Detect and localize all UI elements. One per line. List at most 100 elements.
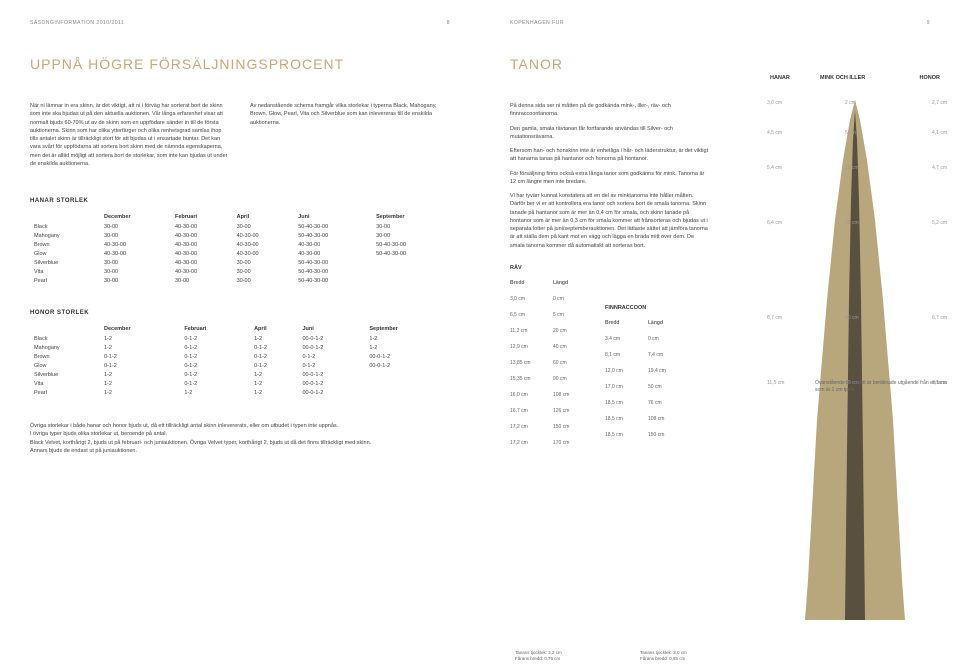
table-cell: 30-00 — [171, 276, 233, 285]
measure-row: 18,5 cm150 cm — [605, 427, 685, 443]
table-row: Vita30-0040-30-0030-0050-40-30-00 — [30, 267, 450, 276]
measure-row: 17,0 cm50 cm — [605, 379, 685, 395]
table-row: Mahogany1-20-1-20-1-200-0-1-21-2 — [30, 343, 450, 352]
table-cell: 0-1-2 — [180, 379, 250, 388]
measure-row: 18,5 cm108 cm — [605, 411, 685, 427]
table-cell: 1-2 — [100, 370, 180, 379]
table-cell: Black — [30, 334, 100, 343]
measure-row: 17,2 cm170 cm — [510, 435, 590, 451]
table-cell: Pearl — [30, 276, 100, 285]
table-header — [30, 324, 100, 334]
table-cell: 0-1-2 — [180, 370, 250, 379]
table-cell: 40-30-00 — [100, 240, 171, 249]
mink-diagram: HANAR MINK OCH ILLER HONOR 3,0 cm2 cm2,7… — [775, 90, 935, 640]
mink-label-left: 6,4 cm — [767, 220, 782, 226]
table-cell: 1-2 — [100, 343, 180, 352]
table-cell: 1-2 — [365, 343, 450, 352]
table-cell: 40-30-00 — [294, 249, 372, 258]
table-header: December — [100, 324, 180, 334]
table-cell: 0-1-2 — [180, 334, 250, 343]
mink-label-left: 11,5 cm — [767, 380, 784, 386]
table-row: Brown0-1-20-1-20-1-20-1-200-0-1-2 — [30, 352, 450, 361]
table-cell: 0-1-2 — [180, 361, 250, 370]
table-cell: 0-1-2 — [180, 352, 250, 361]
table-cell: 50-40-30-00 — [294, 276, 372, 285]
finn-column: FINNRACCOON Bredd Längd 3,4 cm0 cm8,1 cm… — [605, 305, 685, 451]
table-cell: 50-40-30-00 — [294, 222, 372, 231]
table-cell: 00-0-1-2 — [298, 334, 365, 343]
page-number-left: 8 — [447, 20, 450, 26]
table-cell: 00-0-1-2 — [365, 361, 450, 370]
rav-column: RÄV Bredd Längd 3,0 cm0 cm6,5 cm5 cm11,2… — [510, 265, 590, 451]
table-header: September — [372, 212, 450, 222]
table-cell: 50-40-30-00 — [294, 267, 372, 276]
table-cell: 30-00 — [372, 222, 450, 231]
measure-row: 17,2 cm150 cm — [510, 419, 590, 435]
table-row: Mahogany30-0040-30-0040-30-0050-40-30-00… — [30, 231, 450, 240]
table-cell: 40-30-00 — [171, 258, 233, 267]
measure-row: 16,0 cm108 cm — [510, 387, 590, 403]
rav-col-langd: Längd — [553, 280, 568, 286]
brand: KOPENHAGEN FUR — [510, 20, 564, 26]
table-cell — [365, 379, 450, 388]
measure-row: 6,5 cm5 cm — [510, 307, 590, 323]
intro-col-1: När ni lämnar in era skinn, är det vikti… — [30, 102, 230, 168]
table-cell — [365, 370, 450, 379]
table-row: Black1-20-1-21-200-0-1-21-2 — [30, 334, 450, 343]
measure-row: 13,85 cm60 cm — [510, 355, 590, 371]
table-row: Pearl30-0030-0030-0050-40-30-00 — [30, 276, 450, 285]
finn-title: FINNRACCOON — [605, 305, 685, 311]
table-cell: 1-2 — [250, 370, 298, 379]
finn-col-langd: Längd — [648, 320, 663, 326]
mink-label-right: 6,7 cm — [932, 315, 947, 321]
measure-row: 3,0 cm0 cm — [510, 291, 590, 307]
mink-label-center: 20 cm — [845, 220, 859, 226]
table-row: Silverblue1-20-1-21-200-0-1-2 — [30, 370, 450, 379]
intro-p3: Eftersom han- och honskinn inte är enhet… — [510, 147, 710, 164]
table-cell: Glow — [30, 361, 100, 370]
table-header: April — [250, 324, 298, 334]
tana-caption-1: Tanans tjocklek: 2,2 cm Fårans bredd: 0,… — [515, 650, 562, 662]
page-number-right: 9 — [927, 20, 930, 26]
mink-label-right: 5,2 cm — [932, 220, 947, 226]
table-cell: Vita — [30, 379, 100, 388]
mink-label-left: 4,5 cm — [767, 130, 782, 136]
mink-label-right: 2,7 cm — [932, 100, 947, 106]
table-cell: Mahogany — [30, 231, 100, 240]
footnotes: Övriga storlekar i både hanar och honor … — [30, 422, 450, 455]
table-cell: 1-2 — [250, 379, 298, 388]
table-cell: 30-00 — [233, 276, 295, 285]
table-cell: Silverblue — [30, 258, 100, 267]
honor-label: HONOR STORLEK — [30, 310, 450, 316]
footnote-2: I övriga typer bjuds olika storlekar ut,… — [30, 430, 450, 438]
table-header: April — [233, 212, 295, 222]
footnote-1: Övriga storlekar i både hanar och honor … — [30, 422, 450, 430]
table-cell: 50-40-30-00 — [372, 249, 450, 258]
table-cell: Black — [30, 222, 100, 231]
table-cell — [372, 267, 450, 276]
hanar-table: DecemberFebruariAprilJuniSeptember Black… — [30, 212, 450, 285]
mink-label-center: 5 cm — [845, 130, 856, 136]
table-cell: Brown — [30, 240, 100, 249]
table-row: Glow40-30-0040-30-0040-30-0040-30-0050-4… — [30, 249, 450, 258]
table-header: Juni — [294, 212, 372, 222]
right-intro: På denna sida ser ni måtten på de godkän… — [510, 102, 710, 250]
table-cell: 40-30-00 — [233, 231, 295, 240]
table-row: Silverblue30-0040-30-0030-0050-40-30-00 — [30, 258, 450, 267]
table-cell: 30-00 — [100, 276, 171, 285]
mink-label-center: 10 cm — [845, 165, 859, 171]
table-cell: 40-30-00 — [171, 231, 233, 240]
table-cell: Pearl — [30, 388, 100, 397]
mink-label-left: 8,7 cm — [767, 315, 782, 321]
rav-title: RÄV — [510, 265, 590, 271]
season-info: SÄSONGINFORMATION 2010/2011 — [30, 20, 124, 26]
table-cell: 40-30-00 — [171, 240, 233, 249]
mink-label-left: 5,4 cm — [767, 165, 782, 171]
mink-shape-svg — [805, 100, 905, 620]
table-cell: 1-2 — [250, 388, 298, 397]
table-cell: 1-2 — [180, 388, 250, 397]
table-cell: 00-0-1-2 — [298, 379, 365, 388]
table-cell: 40-30-00 — [171, 267, 233, 276]
measure-row: 3,4 cm0 cm — [605, 331, 685, 347]
table-header: Juni — [298, 324, 365, 334]
